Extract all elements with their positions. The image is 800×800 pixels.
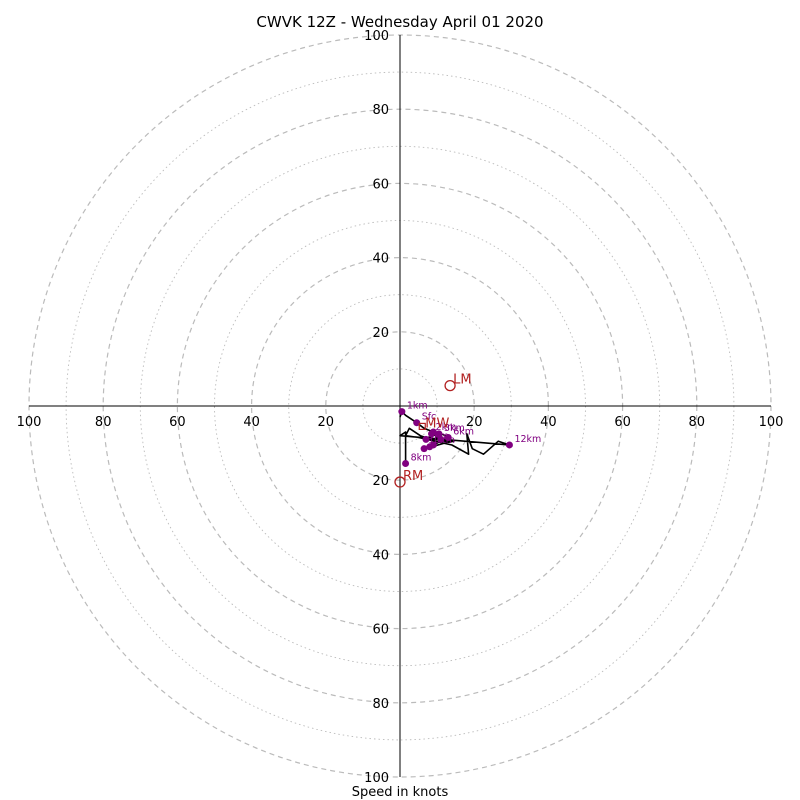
y-tick-label: 20: [372, 326, 389, 341]
x-tick-label: 40: [243, 415, 260, 430]
level-point: [435, 430, 443, 438]
level-label: 8km: [411, 453, 432, 464]
right-mover-marker: [394, 476, 406, 488]
left-mover-label: LM: [453, 373, 471, 388]
mean-wind-label: MW: [425, 416, 449, 431]
y-tick-label: 100: [364, 29, 389, 44]
level-point: [420, 445, 428, 453]
level-point: [437, 435, 445, 443]
level-label: Sfc: [422, 412, 437, 423]
y-tick-label: 40: [372, 548, 389, 563]
level-label: 9km: [428, 431, 449, 442]
y-tick-label: 60: [372, 177, 389, 192]
level-point: [422, 435, 430, 443]
tick-labels: 100 80 60 40 20 20 40 60 80 100 20 40 60 80 100 20 40 60 8…: [17, 29, 784, 786]
chart-title: CWVK 12Z - Wednesday April 01 2020: [256, 13, 543, 31]
level-point: [505, 441, 513, 449]
level-point: [398, 408, 406, 416]
x-tick-label: 60: [614, 415, 631, 430]
right-mover-label: RM: [403, 469, 423, 484]
storm-motion-markers: LM RM MW: [394, 373, 472, 488]
level-point: [413, 419, 421, 427]
level-label: 3km: [444, 423, 465, 434]
left-mover-marker: [444, 379, 456, 392]
y-tick-label: 80: [372, 697, 389, 712]
x-tick-label: 100: [759, 415, 784, 430]
y-tick-label: 20: [372, 474, 389, 489]
x-tick-label: 60: [169, 415, 186, 430]
y-tick-label: 40: [372, 252, 389, 267]
mean-wind-marker: [418, 422, 426, 431]
x-tick-label: 20: [466, 415, 483, 430]
level-label: 10km: [428, 435, 455, 446]
x-tick-label: 20: [318, 415, 335, 430]
x-axis-label: Speed in knots: [352, 785, 449, 800]
x-tick-label: 100: [17, 415, 42, 430]
level-label: 1km: [407, 401, 428, 412]
y-tick-label: 60: [372, 623, 389, 638]
level-point: [428, 430, 436, 438]
level-point: [426, 443, 434, 451]
x-tick-label: 80: [689, 415, 706, 430]
level-point: [444, 434, 452, 442]
x-tick-label: 40: [540, 415, 557, 430]
axes: [29, 35, 771, 777]
level-label: 12km: [514, 434, 541, 445]
y-tick-label: 100: [364, 771, 389, 786]
y-tick-label: 80: [372, 103, 389, 118]
level-point: [402, 460, 410, 468]
x-tick-label: 80: [95, 415, 112, 430]
level-label: 2km: [436, 422, 457, 433]
level-label: 6km: [453, 427, 474, 438]
